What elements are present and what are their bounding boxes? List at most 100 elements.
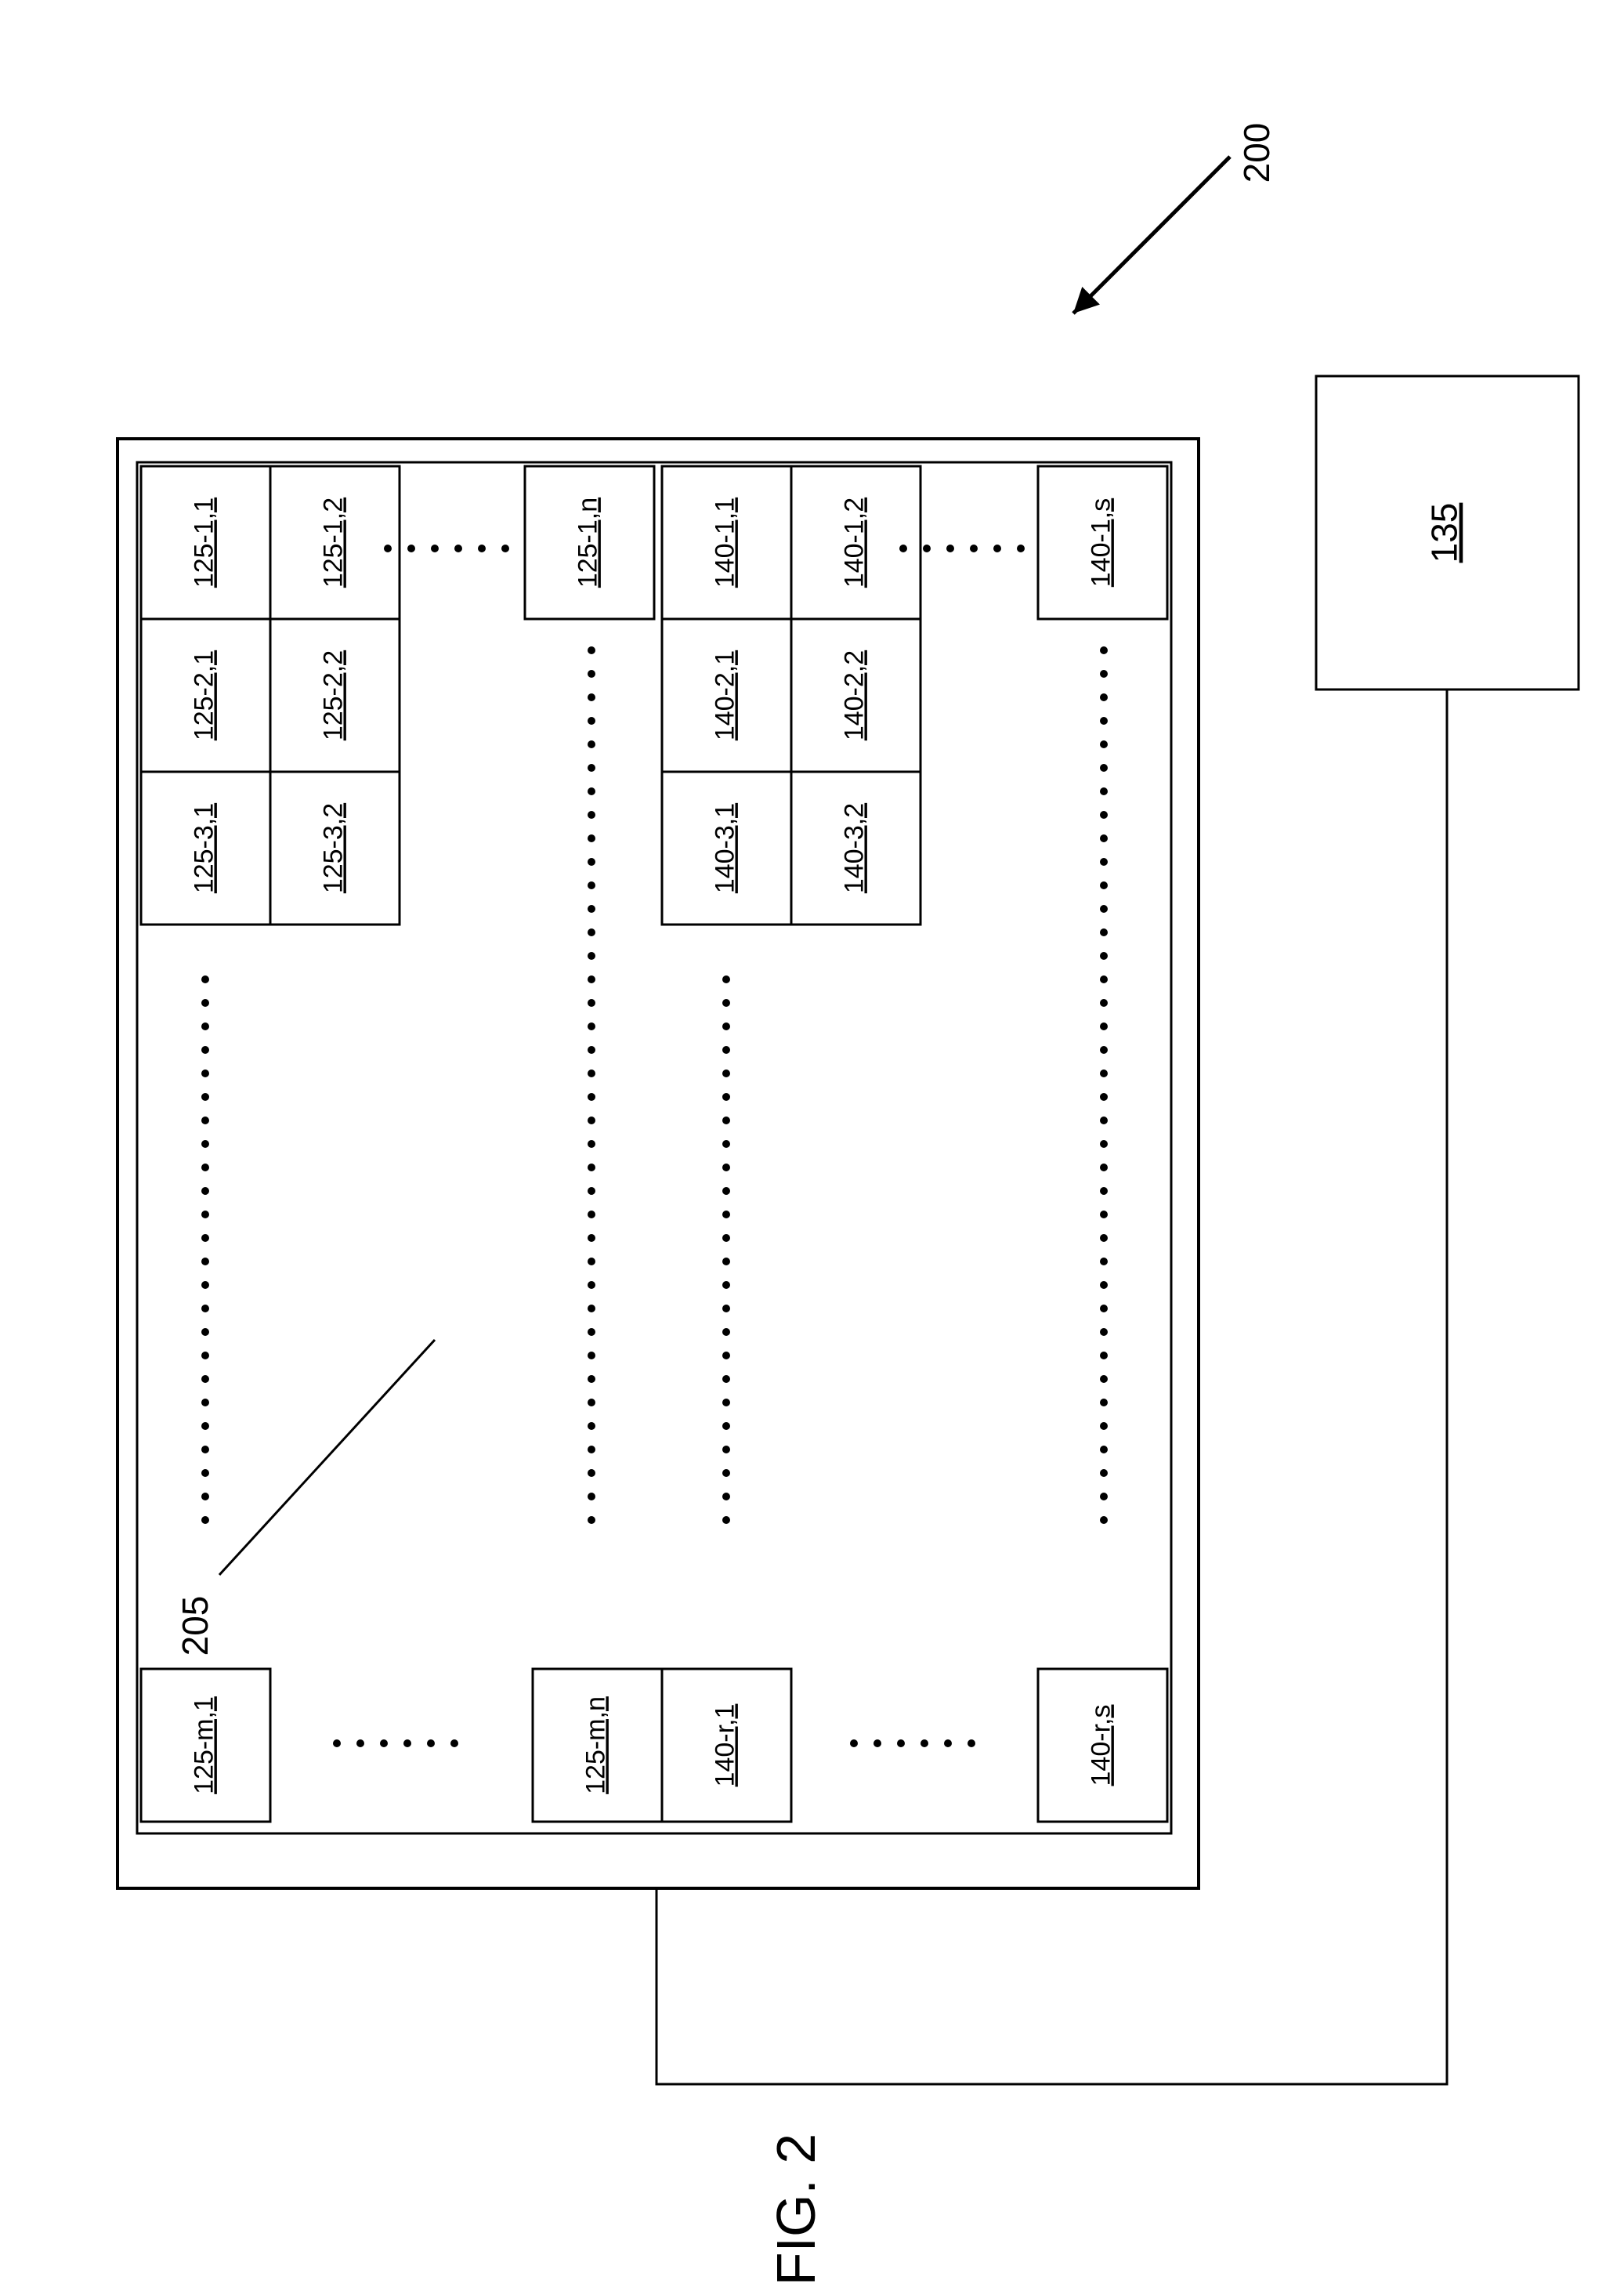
cell-140-2,2-label: 140-2,2	[839, 650, 869, 740]
right-vdots-col1	[722, 975, 730, 983]
left-vdots-coln	[588, 834, 595, 842]
left-vdots-col1	[201, 1352, 209, 1359]
left-vdots-coln	[588, 881, 595, 889]
left-vdots-col1	[201, 1305, 209, 1312]
right-vdots-cols	[1100, 975, 1108, 983]
figure-diagram: 125-1,1125-1,2125-2,1125-2,2125-3,1125-3…	[0, 0, 1624, 2291]
right-vdots-col1	[722, 1140, 730, 1148]
right-bottom-hdots	[968, 1739, 975, 1747]
left-vdots-coln	[588, 811, 595, 819]
left-vdots-coln	[588, 1281, 595, 1289]
right-vdots-col1	[722, 1211, 730, 1218]
right-vdots-col1	[722, 1328, 730, 1336]
left-vdots-col1	[201, 1493, 209, 1500]
left-vdots-col1	[201, 999, 209, 1007]
right-vdots-cols	[1100, 740, 1108, 748]
left-vdots-coln	[588, 693, 595, 701]
left-bottom-hdots	[403, 1739, 411, 1747]
right-vdots-cols	[1100, 717, 1108, 725]
left-vdots-coln	[588, 764, 595, 772]
right-hdots	[993, 545, 1001, 552]
right-vdots-col1	[722, 1446, 730, 1453]
right-vdots-col1	[722, 1234, 730, 1242]
cell-125-3,1-label: 125-3,1	[189, 803, 219, 893]
left-vdots-coln	[588, 1399, 595, 1406]
left-hdots	[407, 545, 415, 552]
left-vdots-coln	[588, 1328, 595, 1336]
left-vdots-col1	[201, 1422, 209, 1430]
right-vdots-col1	[722, 1164, 730, 1171]
right-vdots-cols	[1100, 646, 1108, 654]
right-vdots-cols	[1100, 905, 1108, 913]
left-vdots-coln	[588, 1093, 595, 1101]
left-hdots	[454, 545, 462, 552]
right-vdots-col1	[722, 1258, 730, 1265]
left-vdots-coln	[588, 1422, 595, 1430]
right-vdots-cols	[1100, 1211, 1108, 1218]
external-box-135-label: 135	[1424, 503, 1465, 563]
right-vdots-cols	[1100, 764, 1108, 772]
left-vdots-col1	[201, 975, 209, 983]
left-vdots-coln	[588, 787, 595, 795]
right-bottom-hdots	[897, 1739, 905, 1747]
right-hdots	[923, 545, 931, 552]
right-hdots	[899, 545, 907, 552]
right-bottom-hdots	[850, 1739, 858, 1747]
cell-140-3,2-label: 140-3,2	[839, 803, 869, 893]
left-vdots-coln	[588, 1352, 595, 1359]
left-vdots-coln	[588, 1211, 595, 1218]
right-vdots-cols	[1100, 1093, 1108, 1101]
left-vdots-coln	[588, 1446, 595, 1453]
cell-125-2,1-label: 125-2,1	[189, 650, 219, 740]
left-vdots-coln	[588, 717, 595, 725]
left-vdots-col1	[201, 1140, 209, 1148]
right-bottom-hdots	[921, 1739, 928, 1747]
right-vdots-cols	[1100, 1140, 1108, 1148]
right-vdots-cols	[1100, 1022, 1108, 1030]
right-hdots	[946, 545, 954, 552]
right-vdots-col1	[722, 1399, 730, 1406]
left-vdots-col1	[201, 1516, 209, 1524]
left-vdots-coln	[588, 1375, 595, 1383]
left-vdots-coln	[588, 1117, 595, 1124]
right-vdots-cols	[1100, 1422, 1108, 1430]
left-vdots-coln	[588, 1022, 595, 1030]
cell-125-1-n-label: 125-1,n	[573, 498, 602, 588]
left-vdots-coln	[588, 1164, 595, 1171]
left-vdots-coln	[588, 928, 595, 936]
right-vdots-cols	[1100, 834, 1108, 842]
left-bottom-hdots	[356, 1739, 364, 1747]
right-vdots-col1	[722, 1516, 730, 1524]
pointer-200-line	[1073, 157, 1230, 313]
left-vdots-coln	[588, 1258, 595, 1265]
right-bottom-hdots	[944, 1739, 952, 1747]
right-vdots-col1	[722, 1046, 730, 1054]
left-bottom-hdots	[333, 1739, 341, 1747]
right-vdots-cols	[1100, 1352, 1108, 1359]
cell-125-m,1-label: 125-m,1	[189, 1696, 219, 1794]
right-vdots-cols	[1100, 1258, 1108, 1265]
right-bottom-hdots	[873, 1739, 881, 1747]
right-vdots-col1	[722, 1281, 730, 1289]
left-vdots-coln	[588, 1516, 595, 1524]
left-vdots-col1	[201, 1117, 209, 1124]
pointer-200-label: 200	[1236, 123, 1277, 183]
cell-125-1,2-label: 125-1,2	[318, 498, 348, 588]
left-vdots-col1	[201, 1046, 209, 1054]
right-vdots-col1	[722, 1352, 730, 1359]
left-vdots-col1	[201, 1211, 209, 1218]
cell-125-2,2-label: 125-2,2	[318, 650, 348, 740]
left-bottom-hdots	[427, 1739, 435, 1747]
left-vdots-coln	[588, 858, 595, 866]
left-vdots-coln	[588, 1140, 595, 1148]
left-vdots-col1	[201, 1187, 209, 1195]
cell-125-m,n-label: 125-m,n	[581, 1696, 610, 1794]
left-vdots-coln	[588, 670, 595, 678]
left-vdots-coln	[588, 1305, 595, 1312]
left-hdots	[501, 545, 509, 552]
left-vdots-coln	[588, 1187, 595, 1195]
callout-205-label: 205	[175, 1596, 215, 1656]
cell-140-2,1-label: 140-2,1	[710, 650, 740, 740]
right-vdots-cols	[1100, 1187, 1108, 1195]
right-vdots-cols	[1100, 693, 1108, 701]
